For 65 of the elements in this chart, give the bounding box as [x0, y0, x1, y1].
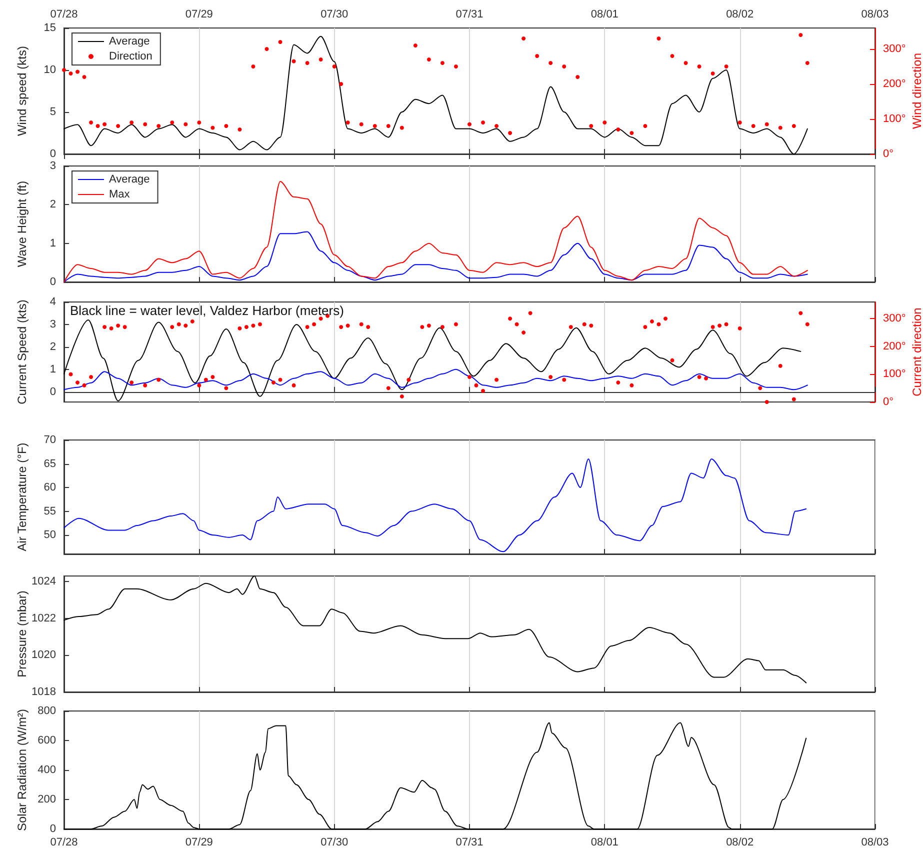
- x-tick-label: 07/29: [185, 836, 213, 848]
- legend-label: Direction: [109, 50, 152, 62]
- x-tick-label: 07/28: [50, 836, 78, 848]
- y-axis-title: Air Temperature (°F): [15, 442, 29, 552]
- x-tick-label: 08/01: [590, 836, 618, 848]
- y2-tick-label: 300°: [883, 43, 906, 55]
- line-series: [64, 368, 808, 390]
- y-tick-label: 4: [50, 296, 56, 308]
- x2-tick-label: 07/28: [50, 8, 78, 20]
- y-tick-label: 400: [38, 764, 56, 776]
- y-tick-label: 2: [50, 198, 56, 211]
- y-axis-title: Wave Height (ft): [15, 180, 29, 268]
- x-tick-label: 08/02: [726, 836, 754, 848]
- y-tick-label: 0: [50, 148, 56, 160]
- y-axis-title: Pressure (mbar): [15, 590, 29, 678]
- y2-tick-label: 0°: [883, 396, 894, 408]
- y2-tick-label: 200°: [883, 340, 906, 352]
- annotation: Black line = water level, Valdez Harbor (meters): [70, 303, 344, 318]
- legend-label: Average: [109, 174, 150, 186]
- y-axis-title: Current Speed (kts): [15, 300, 29, 404]
- y-axis-title: Solar Radiation (W/m²): [15, 708, 29, 832]
- y-axis-title: Wind speed (kts): [15, 46, 29, 136]
- y-tick-label: 0: [50, 823, 56, 835]
- y2-tick-label: 100°: [883, 368, 906, 380]
- y-tick-label: 800: [38, 705, 56, 717]
- y-tick-label: 5: [50, 106, 56, 118]
- y-tick-label: 1022: [32, 612, 56, 624]
- y-tick-label: 65: [44, 458, 56, 470]
- y-tick-label: 2: [50, 340, 56, 353]
- y-tick-label: 15: [44, 22, 56, 34]
- y-tick-label: 0: [50, 386, 56, 398]
- y2-tick-label: 0°: [883, 148, 894, 160]
- y-tick-label: 600: [38, 734, 56, 746]
- legend-label: Max: [109, 188, 130, 200]
- x2-tick-label: 08/03: [861, 8, 889, 20]
- y-tick-label: 1020: [32, 649, 56, 662]
- y2-axis-title: Current direction: [910, 308, 923, 396]
- line-series: [64, 36, 808, 154]
- y-tick-label: 3: [50, 318, 56, 330]
- y-tick-label: 10: [44, 64, 56, 76]
- y-tick-label: 50: [44, 529, 56, 541]
- y-tick-label: 1: [50, 237, 56, 250]
- x-tick-label: 07/31: [456, 836, 484, 848]
- y2-tick-label: 200°: [883, 78, 906, 90]
- x2-tick-label: 07/31: [456, 8, 484, 20]
- y-tick-label: 60: [44, 482, 56, 494]
- y-tick-label: 3: [50, 160, 56, 172]
- y-tick-label: 200: [38, 794, 56, 806]
- x2-tick-label: 08/01: [590, 8, 618, 20]
- y2-tick-label: 100°: [883, 113, 906, 125]
- legend-label: Average: [109, 36, 150, 48]
- x-tick-label: 08/03: [861, 836, 889, 848]
- y-tick-label: 1018: [32, 686, 56, 698]
- x2-tick-label: 07/30: [320, 8, 348, 20]
- y-tick-label: 70: [44, 434, 56, 446]
- x2-tick-label: 08/02: [726, 8, 754, 20]
- x-tick-label: 07/30: [320, 836, 348, 848]
- y2-tick-label: 300°: [883, 312, 906, 325]
- y-tick-label: 1: [50, 363, 56, 376]
- x2-tick-label: 07/29: [185, 8, 213, 20]
- y-tick-label: 55: [44, 505, 56, 518]
- y2-axis-title: Wind direction: [910, 52, 923, 130]
- line-series: [64, 231, 808, 282]
- y-tick-label: 0: [50, 276, 56, 288]
- y-tick-label: 1024: [32, 576, 56, 588]
